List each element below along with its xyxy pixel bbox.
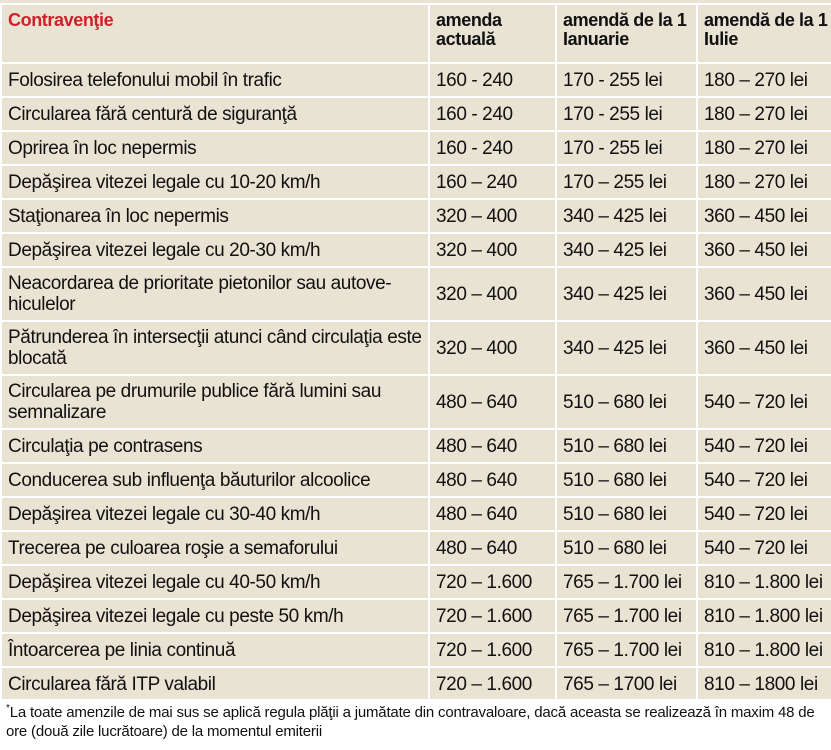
current-fine-cell: 320 – 400 [428,320,557,376]
table-row: Depăşirea vitezei legale cu 30-40 km/h 4… [0,496,831,532]
offense-cell: Circulaţia pe contrasens [0,428,430,464]
table-row: Folosirea telefonului mobil în trafic 16… [0,62,831,98]
table-row: Circularea fără ITP valabil 720 – 1.600 … [0,666,831,702]
july-fine-cell: 810 – 1800 lei [696,666,831,702]
current-fine-cell: 480 – 640 [428,374,557,430]
footnote-marker: * [6,703,10,714]
footnote: *La toate amenzile de mai sus se aplică … [0,699,831,750]
offense-cell: Conducerea sub influenţa băuturilor alco… [0,462,430,498]
offense-cell: Oprirea în loc nepermis [0,130,430,166]
current-fine-cell: 320 – 400 [428,266,557,322]
table-row: Conducerea sub influenţa băuturilor alco… [0,462,831,498]
january-fine-cell: 765 – 1.700 lei [555,632,698,668]
january-fine-cell: 340 – 425 lei [555,198,698,234]
offense-cell: Depăşirea vitezei legale cu 10-20 km/h [0,164,430,200]
current-fine-cell: 320 – 400 [428,198,557,234]
january-fine-cell: 510 – 680 lei [555,496,698,532]
offense-cell: Pătrunderea în intersecţii atunci când c… [0,320,430,376]
header-offense: Contravenţie [0,3,430,64]
current-fine-cell: 160 - 240 [428,96,557,132]
table-row: Depăşirea vitezei legale cu peste 50 km/… [0,598,831,634]
current-fine-cell: 320 – 400 [428,232,557,268]
table-row: Neacordarea de prioritate pietonilor sau… [0,266,831,322]
january-fine-cell: 170 - 255 lei [555,96,698,132]
fines-table: Contravenţie amenda actuală amendă de la… [0,3,831,702]
current-fine-cell: 160 - 240 [428,62,557,98]
offense-cell: Circularea fără ITP valabil [0,666,430,702]
july-fine-cell: 360 – 450 lei [696,266,831,322]
july-fine-cell: 180 – 270 lei [696,96,831,132]
offense-cell: Depăşirea vitezei legale cu peste 50 km/… [0,598,430,634]
current-fine-cell: 720 – 1.600 [428,598,557,634]
table-row: Depăşirea vitezei legale cu 40-50 km/h 7… [0,564,831,600]
current-fine-cell: 160 - 240 [428,130,557,166]
table-row: Staţionarea în loc nepermis 320 – 400 34… [0,198,831,234]
january-fine-cell: 340 – 425 lei [555,266,698,322]
july-fine-cell: 180 – 270 lei [696,62,831,98]
july-fine-cell: 360 – 450 lei [696,232,831,268]
january-fine-cell: 340 – 425 lei [555,232,698,268]
current-fine-cell: 480 – 640 [428,496,557,532]
july-fine-cell: 810 – 1.800 lei [696,598,831,634]
table-row: Pătrunderea în intersecţii atunci când c… [0,320,831,376]
table-row: Depăşirea vitezei legale cu 20-30 km/h 3… [0,232,831,268]
table-row: Întoarcerea pe linia continuă 720 – 1.60… [0,632,831,668]
table-row: Oprirea în loc nepermis 160 - 240 170 - … [0,130,831,166]
july-fine-cell: 540 – 720 lei [696,530,831,566]
january-fine-cell: 510 – 680 lei [555,530,698,566]
january-fine-cell: 340 – 425 lei [555,320,698,376]
january-fine-cell: 765 – 1.700 lei [555,598,698,634]
offense-cell: Trecerea pe culoarea roşie a semaforului [0,530,430,566]
july-fine-cell: 810 – 1.800 lei [696,564,831,600]
footnote-text: La toate amenzile de mai sus se aplică r… [6,704,815,740]
current-fine-cell: 720 – 1.600 [428,666,557,702]
offense-cell: Circularea pe drumurile publice fără lum… [0,374,430,430]
january-fine-cell: 765 – 1700 lei [555,666,698,702]
table-row: Circulaţia pe contrasens 480 – 640 510 –… [0,428,831,464]
january-fine-cell: 170 - 255 lei [555,130,698,166]
july-fine-cell: 540 – 720 lei [696,374,831,430]
july-fine-cell: 540 – 720 lei [696,462,831,498]
current-fine-cell: 720 – 1.600 [428,632,557,668]
table-row: Circularea fără centură de siguranţă 160… [0,96,831,132]
january-fine-cell: 510 – 680 lei [555,374,698,430]
january-fine-cell: 510 – 680 lei [555,462,698,498]
offense-cell: Depăşirea vitezei legale cu 20-30 km/h [0,232,430,268]
current-fine-cell: 480 – 640 [428,462,557,498]
january-fine-cell: 510 – 680 lei [555,428,698,464]
table-row: Trecerea pe culoarea roşie a semaforului… [0,530,831,566]
january-fine-cell: 170 – 255 lei [555,164,698,200]
offense-cell: Depăşirea vitezei legale cu 30-40 km/h [0,496,430,532]
offense-cell: Întoarcerea pe linia continuă [0,632,430,668]
offense-cell: Staţionarea în loc nepermis [0,198,430,234]
offense-cell: Depăşirea vitezei legale cu 40-50 km/h [0,564,430,600]
header-current-fine: amenda actuală [428,3,557,64]
table-row: Depăşirea vitezei legale cu 10-20 km/h 1… [0,164,831,200]
offense-cell: Circularea fără centură de siguranţă [0,96,430,132]
january-fine-cell: 170 - 255 lei [555,62,698,98]
current-fine-cell: 720 – 1.600 [428,564,557,600]
header-row: Contravenţie amenda actuală amendă de la… [0,3,831,64]
july-fine-cell: 360 – 450 lei [696,320,831,376]
header-january-fine: amendă de la 1 Ianuarie [555,3,698,64]
current-fine-cell: 480 – 640 [428,428,557,464]
offense-cell: Folosirea telefonului mobil în trafic [0,62,430,98]
july-fine-cell: 540 – 720 lei [696,496,831,532]
july-fine-cell: 810 – 1.800 lei [696,632,831,668]
current-fine-cell: 160 – 240 [428,164,557,200]
july-fine-cell: 360 – 450 lei [696,198,831,234]
july-fine-cell: 180 – 270 lei [696,164,831,200]
july-fine-cell: 180 – 270 lei [696,130,831,166]
offense-cell: Neacordarea de prioritate pietonilor sau… [0,266,430,322]
january-fine-cell: 765 – 1.700 lei [555,564,698,600]
table-row: Circularea pe drumurile publice fără lum… [0,374,831,430]
july-fine-cell: 540 – 720 lei [696,428,831,464]
header-july-fine: amendă de la 1 Iulie [696,3,831,64]
current-fine-cell: 480 – 640 [428,530,557,566]
